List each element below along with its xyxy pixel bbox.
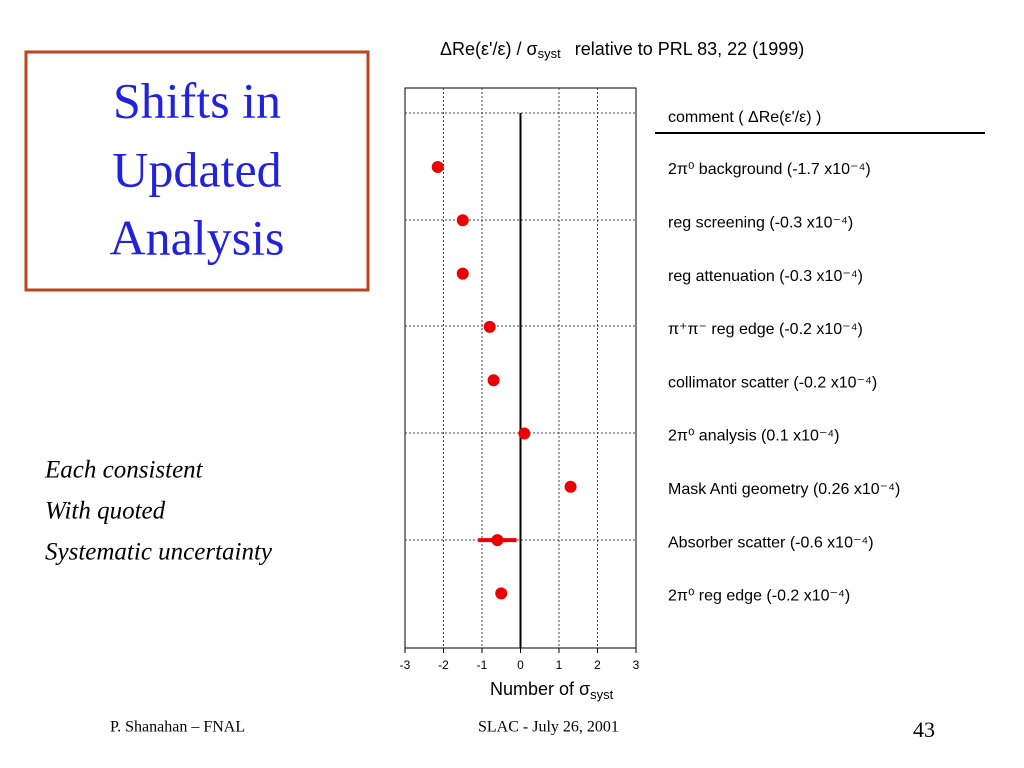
- x-tick-label: 3: [633, 658, 640, 672]
- x-tick-label: -1: [477, 658, 488, 672]
- chart-title: ΔRe(ε'/ε) / σsyst relative to PRL 83, 22 …: [440, 39, 804, 62]
- category-label: reg screening (-0.3 x10⁻⁴): [668, 215, 853, 232]
- point: [431, 161, 444, 173]
- point: [495, 587, 508, 600]
- x-axis-label: Number of σsyst: [490, 679, 614, 703]
- x-tick-label: 1: [556, 658, 563, 672]
- category-label: Mask Anti geometry (0.26 x10⁻⁴): [668, 481, 900, 498]
- point: [564, 480, 577, 493]
- category-label: reg attenuation (-0.3 x10⁻⁴): [668, 268, 863, 285]
- category-label: 2π⁰ background (-1.7 x10⁻⁴): [668, 161, 871, 178]
- slide-title: Shifts in: [113, 72, 281, 128]
- title-box: [24, 50, 370, 292]
- x-tick-label: 2: [594, 658, 601, 672]
- point: [518, 427, 531, 440]
- x-tick-label: -2: [438, 658, 449, 672]
- slide-title: Analysis: [110, 209, 285, 265]
- note: With quoted: [45, 498, 166, 525]
- footer: P. Shanahan – FNAL: [110, 719, 245, 736]
- category-label: 2π⁰ analysis (0.1 x10⁻⁴): [668, 428, 840, 445]
- point: [456, 267, 469, 280]
- category-label: Absorber scatter (-0.6 x10⁻⁴): [668, 534, 874, 551]
- point: [491, 534, 504, 547]
- note: Each consistent: [44, 457, 204, 484]
- x-tick-label: 0: [517, 658, 524, 672]
- point: [456, 214, 469, 227]
- category-label: π⁺π⁻ reg edge (-0.2 x10⁻⁴): [668, 321, 863, 338]
- slide-title: Updated: [112, 141, 281, 197]
- legend-header: comment ( ΔRe(ε'/ε) ): [668, 109, 821, 126]
- x-tick-label: -3: [400, 658, 411, 672]
- category-label: collimator scatter (-0.2 x10⁻⁴): [668, 374, 877, 391]
- footer: SLAC - July 26, 2001: [478, 719, 619, 736]
- point: [483, 320, 496, 333]
- point: [487, 374, 500, 387]
- category-label: 2π⁰ reg edge (-0.2 x10⁻⁴): [668, 588, 850, 605]
- page-number: 43: [913, 717, 935, 742]
- note: Systematic uncertainty: [45, 539, 273, 566]
